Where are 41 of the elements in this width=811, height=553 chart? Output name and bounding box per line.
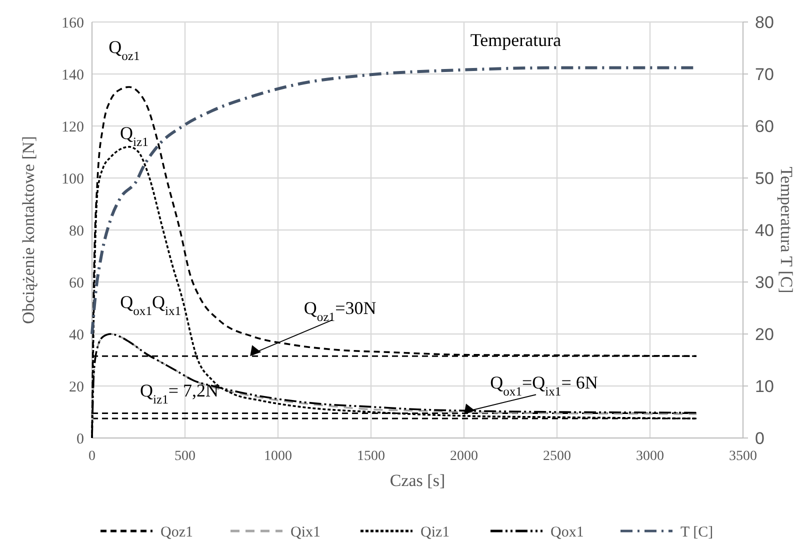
x-tick-label: 1000	[264, 449, 292, 464]
y2-tick-label: 80	[755, 12, 774, 32]
y-tick-label: 160	[62, 15, 84, 32]
y2-tick-label: 0	[755, 428, 764, 448]
annotation: Q$_{oz1}$=30N	[304, 298, 376, 324]
y-tick-label: 0	[76, 431, 84, 448]
x-tick-label: 3000	[636, 449, 664, 464]
annotation: Q$_{oz1}$	[108, 37, 140, 63]
x-tick-label: 1500	[357, 449, 385, 464]
legend-label: Qoz1	[160, 524, 193, 540]
y-tick-label: 40	[69, 327, 84, 344]
x-tick-label: 500	[174, 449, 196, 464]
legend-label: Qiz1	[420, 524, 450, 540]
annotation: Q$_{iz1}$= 7,2N	[140, 380, 219, 406]
y-tick-label: 80	[69, 223, 84, 240]
x-tick-label: 2000	[450, 449, 478, 464]
legend-label: T [C]	[680, 524, 714, 540]
y2-tick-label: 60	[755, 116, 774, 136]
y2-tick-label: 10	[755, 376, 774, 396]
y-tick-label: 120	[62, 119, 84, 136]
y-tick-label: 60	[69, 275, 84, 292]
x-tick-label: 2500	[543, 449, 571, 464]
x-tick-label: 0	[88, 449, 96, 464]
annotation: Q$_{ox1}$=Q$_{ix1}$= 6N	[490, 372, 598, 399]
y-tick-label: 20	[69, 379, 84, 396]
y2-tick-label: 50	[755, 168, 774, 188]
y2-tick-label: 20	[755, 324, 774, 344]
x-axis-title: Czas [s]	[390, 471, 446, 490]
y2-tick-label: 40	[755, 220, 774, 240]
y-tick-label: 140	[62, 67, 84, 84]
y2-axis-title: Temperatura T [C]	[777, 166, 796, 294]
y2-tick-label: 30	[755, 272, 774, 292]
x-tick-label: 3500	[729, 449, 757, 464]
annotation: Temperatura	[470, 30, 562, 50]
legend-label: Qix1	[290, 524, 320, 540]
legend-label: Qox1	[550, 524, 584, 540]
annotation: Q$_{iz1}$	[120, 122, 148, 149]
y-tick-label: 100	[62, 171, 84, 188]
annotation: Q$_{ox1}$Q$_{ix1}$	[120, 292, 182, 318]
y-axis-title: Obciążenie kontaktowe [N]	[19, 136, 38, 324]
y2-tick-label: 70	[755, 64, 774, 84]
